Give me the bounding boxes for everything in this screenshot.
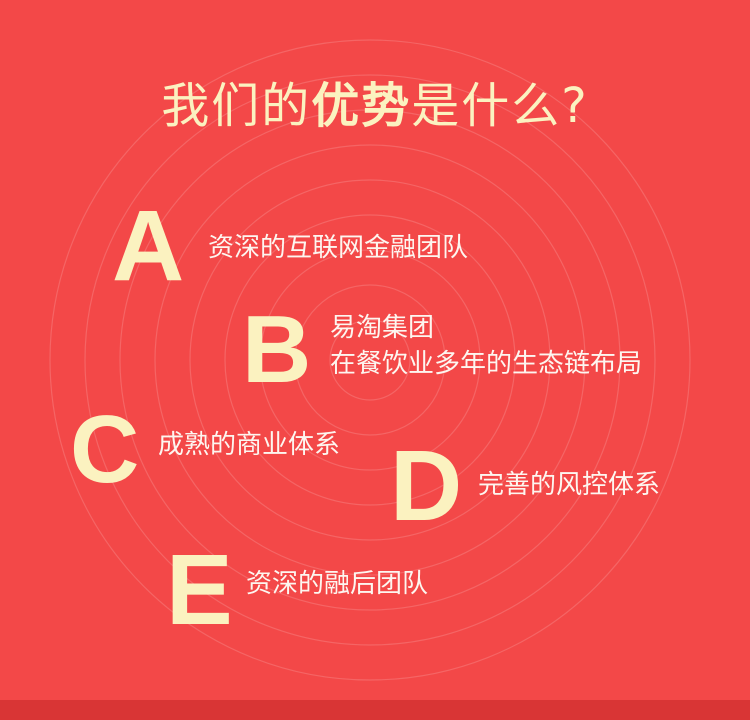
title-part-1: 我们的 xyxy=(161,78,312,134)
item-b-text: 易淘集团 在餐饮业多年的生态链布局 xyxy=(330,310,642,382)
page-title: 我们的优势是什么? xyxy=(0,74,750,138)
item-b-line-2: 在餐饮业多年的生态链布局 xyxy=(330,349,643,379)
item-a-line-1: 资深的互联网金融团队 xyxy=(208,233,469,263)
item-d-line-1: 完善的风控体系 xyxy=(478,470,661,500)
item-c-text: 成熟的商业体系 xyxy=(158,427,340,463)
letter-d: D xyxy=(390,430,463,542)
letter-e: E xyxy=(166,534,233,646)
item-d-text: 完善的风控体系 xyxy=(478,467,660,503)
item-e-text: 资深的融后团队 xyxy=(246,566,428,602)
letter-c: C xyxy=(70,396,140,503)
title-bold-part: 优势 xyxy=(311,78,412,134)
item-e-line-1: 资深的融后团队 xyxy=(246,569,429,599)
title-part-2: 是什么? xyxy=(411,78,589,134)
letter-a: A xyxy=(112,190,185,302)
item-a-text: 资深的互联网金融团队 xyxy=(208,230,468,266)
item-c-line-1: 成熟的商业体系 xyxy=(158,430,341,460)
letter-b: B xyxy=(242,296,312,403)
bottom-strip xyxy=(0,700,750,720)
item-b-line-1: 易淘集团 xyxy=(330,313,435,343)
